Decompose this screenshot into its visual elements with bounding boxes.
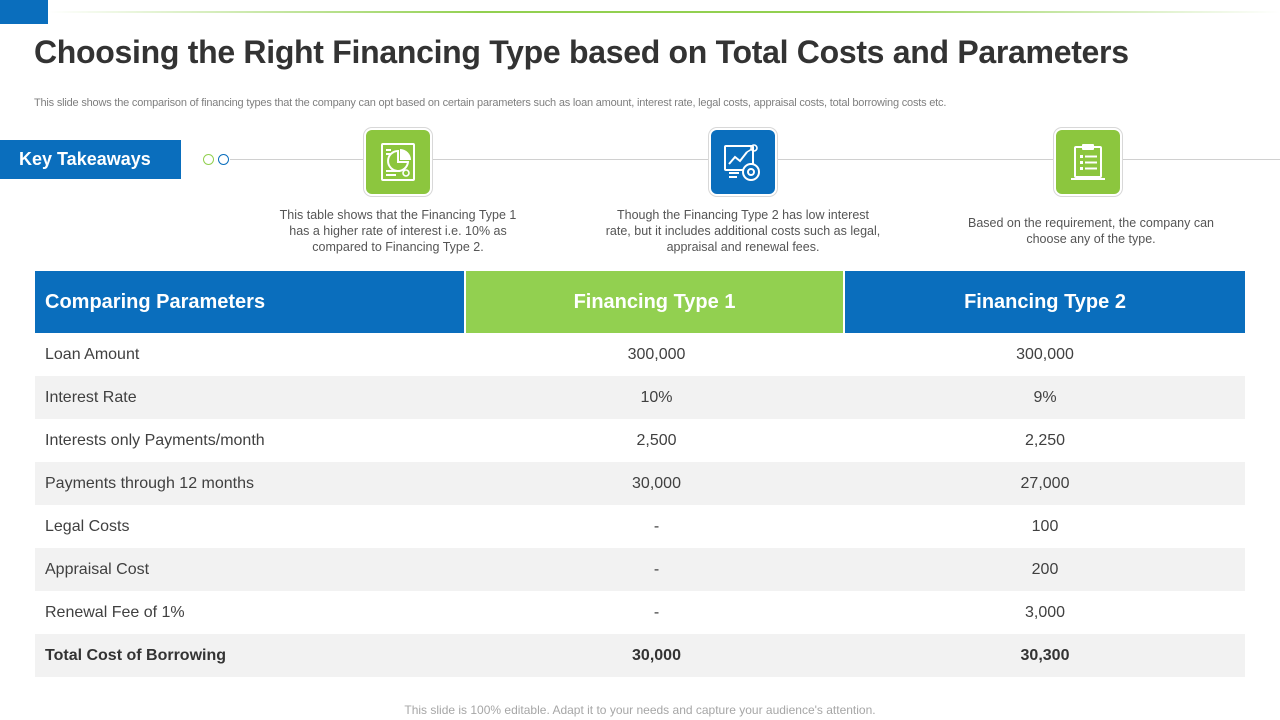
type-2-cell: 2,250	[1024, 431, 1066, 449]
parameter-cell: Loan Amount	[45, 345, 140, 363]
type-1-cell: 2,500	[636, 431, 677, 449]
takeaway-1-icon-box	[366, 130, 430, 194]
header-financing-type-2: Financing Type 2	[845, 271, 1245, 333]
type-1-cell: -	[653, 560, 660, 578]
parameter-cell: Payments through 12 months	[45, 474, 255, 492]
table-header-row: Comparing Parameters Financing Type 1 Fi…	[35, 271, 1245, 333]
parameter-cell: Total Cost of Borrowing	[45, 646, 227, 664]
connector-dot-blue	[218, 154, 229, 165]
takeaway-3-icon-box	[1056, 130, 1120, 194]
type-2-cell: 200	[1031, 560, 1059, 578]
clipboard-checklist-icon	[1071, 144, 1105, 180]
type-1-cell: 10%	[640, 388, 673, 406]
type-2-cell: 3,000	[1024, 603, 1066, 621]
analytics-gear-icon	[724, 144, 760, 181]
parameter-cell: Renewal Fee of 1%	[45, 603, 185, 621]
takeaway-3-text: Based on the requirement, the company ca…	[968, 216, 1214, 246]
comparison-table: Comparing Parameters Financing Type 1 Fi…	[35, 271, 1245, 677]
table-row: Interest Rate 10% 9%	[35, 376, 1245, 419]
table-row: Interests only Payments/month 2,500 2,25…	[35, 419, 1245, 462]
top-accent-bar	[0, 0, 48, 24]
header-comparing-parameters: Comparing Parameters	[35, 271, 466, 333]
type-2-cell: 9%	[1033, 388, 1057, 406]
parameter-cell: Interests only Payments/month	[45, 431, 265, 449]
page-title: Choosing the Right Financing Type based …	[34, 34, 1129, 70]
table-row: Renewal Fee of 1% - 3,000	[35, 591, 1245, 634]
slide-footer-note: This slide is 100% editable. Adapt it to…	[404, 703, 876, 717]
key-takeaways-label: Key Takeaways	[0, 140, 181, 179]
type-1-cell: 300,000	[627, 345, 686, 363]
takeaway-2-text: Though the Financing Type 2 has low inte…	[605, 208, 881, 254]
parameter-cell: Legal Costs	[45, 517, 130, 535]
header-financing-type-1: Financing Type 1	[466, 271, 845, 333]
type-2-cell: 100	[1031, 517, 1059, 535]
table-row: Payments through 12 months 30,000 27,000	[35, 462, 1245, 505]
type-2-cell: 30,300	[1020, 646, 1070, 664]
connector-dot-green	[203, 154, 214, 165]
type-1-cell: 30,000	[632, 474, 681, 492]
parameter-cell: Interest Rate	[45, 388, 137, 406]
type-1-cell: -	[653, 517, 660, 535]
type-2-cell: 27,000	[1020, 474, 1070, 492]
table-row: Appraisal Cost - 200	[35, 548, 1245, 591]
type-1-cell: 30,000	[632, 646, 681, 664]
parameter-cell: Appraisal Cost	[45, 560, 150, 578]
type-1-cell: -	[653, 603, 660, 621]
table-row: Legal Costs - 100	[35, 505, 1245, 548]
type-2-cell: 300,000	[1016, 345, 1074, 363]
top-divider-line	[48, 11, 1280, 13]
table-row-total: Total Cost of Borrowing 30,000 30,300	[35, 634, 1245, 677]
page-subtitle: This slide shows the comparison of finan…	[34, 97, 947, 109]
pie-chart-document-icon	[381, 143, 415, 181]
takeaway-1-text: This table shows that the Financing Type…	[279, 208, 517, 254]
table-row: Loan Amount 300,000 300,000	[35, 333, 1245, 376]
takeaway-2-icon-box	[711, 130, 775, 194]
